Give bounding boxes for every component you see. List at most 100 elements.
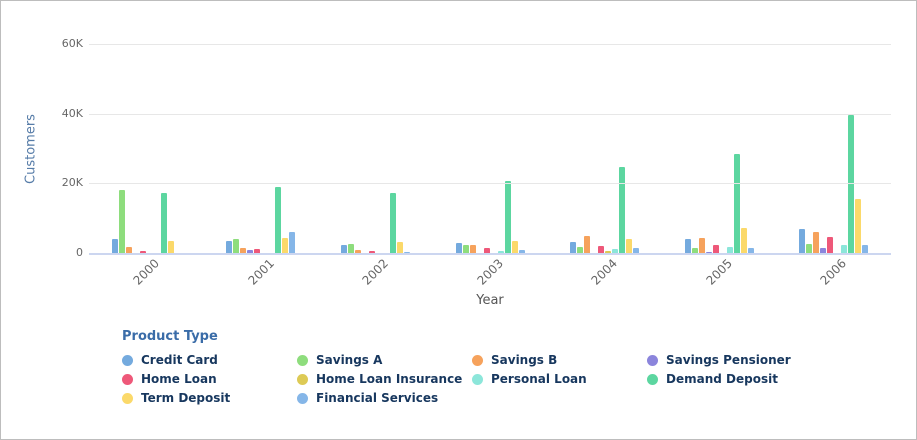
legend-swatch-icon — [297, 354, 308, 366]
bar-savings-a-2004[interactable] — [577, 247, 584, 253]
y-tick-label: 60K — [61, 37, 83, 50]
legend-swatch-icon — [297, 392, 308, 404]
bar-savings-b-2005[interactable] — [698, 237, 705, 253]
bar-financial-services-2003[interactable] — [518, 250, 525, 253]
bar-home-loan-insurance-2004[interactable] — [605, 251, 612, 253]
legend: Product Type Credit Card Savings A Savings… — [122, 329, 822, 405]
bar-home-loan-2005[interactable] — [712, 244, 719, 253]
legend-swatch-icon — [647, 354, 658, 366]
bar-personal-loan-2006[interactable] — [841, 245, 848, 253]
bar-savings-b-2006[interactable] — [813, 232, 820, 253]
bar-savings-b-2000[interactable] — [125, 246, 132, 253]
legend-title: Product Type — [122, 329, 218, 344]
bar-personal-loan-2004[interactable] — [612, 249, 619, 253]
legend-item-credit-card[interactable]: Credit Card — [122, 353, 297, 367]
bar-savings-a-2000[interactable] — [118, 190, 125, 253]
legend-item-term-deposit[interactable]: Term Deposit — [122, 391, 297, 405]
bar-credit-card-2000[interactable] — [111, 239, 118, 253]
gridline-20k — [89, 183, 891, 185]
bar-group-2001 — [204, 44, 319, 253]
legend-item-demand-deposit[interactable]: Demand Deposit — [647, 372, 822, 386]
bar-savings-b-2003[interactable] — [469, 245, 476, 253]
bar-home-loan-2006[interactable] — [827, 236, 834, 253]
x-tick-label: 2001 — [245, 256, 277, 288]
legend-item-label: Home Loan Insurance — [316, 372, 463, 386]
legend-item-label: Term Deposit — [141, 391, 231, 405]
bar-credit-card-2003[interactable] — [455, 242, 462, 253]
legend-item-savings-b[interactable]: Savings B — [472, 353, 647, 367]
bar-savings-pensioner-2006[interactable] — [820, 248, 827, 253]
bar-personal-loan-2005[interactable] — [726, 247, 733, 253]
bar-group-2002 — [318, 44, 433, 253]
bar-demand-deposit-2004[interactable] — [619, 167, 626, 253]
legend-swatch-icon — [647, 373, 658, 385]
bar-home-loan-2000[interactable] — [139, 251, 146, 253]
legend-swatch-icon — [472, 373, 483, 385]
legend-item-home-loan[interactable]: Home Loan — [122, 372, 297, 386]
bar-term-deposit-2002[interactable] — [396, 241, 403, 253]
bar-term-deposit-2003[interactable] — [511, 241, 518, 253]
bar-credit-card-2005[interactable] — [684, 239, 691, 253]
bar-home-loan-2002[interactable] — [368, 250, 375, 253]
legend-item-label: Savings A — [316, 353, 383, 367]
bar-savings-a-2001[interactable] — [233, 238, 240, 253]
legend-swatch-icon — [122, 354, 133, 366]
legend-swatch-icon — [297, 373, 308, 385]
bar-savings-a-2003[interactable] — [462, 245, 469, 253]
bar-home-loan-2003[interactable] — [483, 248, 490, 253]
bar-demand-deposit-2001[interactable] — [275, 187, 282, 253]
bar-credit-card-2001[interactable] — [226, 240, 233, 253]
bar-savings-pensioner-2005[interactable] — [705, 251, 712, 253]
bar-group-2005 — [662, 44, 777, 253]
legend-item-label: Personal Loan — [491, 372, 587, 386]
y-tick-label: 20K — [61, 176, 83, 190]
legend-item-personal-loan[interactable]: Personal Loan — [472, 372, 647, 386]
bar-demand-deposit-2005[interactable] — [733, 154, 740, 253]
legend-item-label: Financial Services — [316, 391, 439, 405]
x-tick-label: 2003 — [474, 256, 506, 288]
x-tick-label: 2005 — [703, 256, 735, 288]
bar-group-2003 — [433, 44, 548, 253]
legend-item-savings-a[interactable]: Savings A — [297, 353, 472, 367]
bar-demand-deposit-2000[interactable] — [160, 193, 167, 253]
legend-item-financial-services[interactable]: Financial Services — [297, 391, 472, 405]
bar-savings-a-2005[interactable] — [691, 247, 698, 253]
legend-swatch-icon — [122, 392, 133, 404]
bar-credit-card-2004[interactable] — [570, 241, 577, 253]
plot-area — [89, 44, 891, 255]
bar-term-deposit-2001[interactable] — [282, 238, 289, 253]
bar-credit-card-2002[interactable] — [340, 245, 347, 253]
gridline-60k — [89, 44, 891, 45]
bar-home-loan-2004[interactable] — [598, 245, 605, 253]
bar-financial-services-2005[interactable] — [747, 248, 754, 253]
y-axis-title: Customers — [23, 114, 39, 184]
legend-swatch-icon — [472, 354, 483, 366]
bar-home-loan-2001[interactable] — [254, 248, 261, 253]
bar-savings-a-2006[interactable] — [806, 243, 813, 253]
bar-term-deposit-2006[interactable] — [855, 199, 862, 253]
bar-credit-card-2006[interactable] — [799, 228, 806, 253]
legend-item-savings-pensioner[interactable]: Savings Pensioner — [647, 353, 822, 367]
bar-savings-pensioner-2001[interactable] — [247, 249, 254, 253]
bar-group-2006 — [776, 44, 891, 253]
bar-savings-b-2001[interactable] — [240, 247, 247, 253]
bar-personal-loan-2003[interactable] — [497, 250, 504, 253]
bar-term-deposit-2000[interactable] — [167, 240, 174, 253]
bar-financial-services-2004[interactable] — [633, 248, 640, 253]
bar-savings-a-2002[interactable] — [347, 243, 354, 253]
bar-financial-services-2006[interactable] — [862, 244, 869, 253]
bar-demand-deposit-2003[interactable] — [504, 180, 511, 253]
bar-financial-services-2002[interactable] — [403, 251, 410, 253]
legend-item-label: Demand Deposit — [666, 372, 778, 386]
bar-financial-services-2001[interactable] — [289, 232, 296, 253]
bar-groups — [89, 44, 891, 253]
legend-item-home-loan-insurance[interactable]: Home Loan Insurance — [297, 372, 472, 386]
bar-savings-b-2004[interactable] — [584, 235, 591, 253]
bar-group-2000 — [89, 44, 204, 253]
bar-demand-deposit-2002[interactable] — [389, 193, 396, 253]
bar-term-deposit-2004[interactable] — [626, 238, 633, 253]
y-tick-label: 40K — [61, 106, 83, 120]
bar-savings-b-2002[interactable] — [354, 249, 361, 253]
bar-term-deposit-2005[interactable] — [740, 227, 747, 253]
